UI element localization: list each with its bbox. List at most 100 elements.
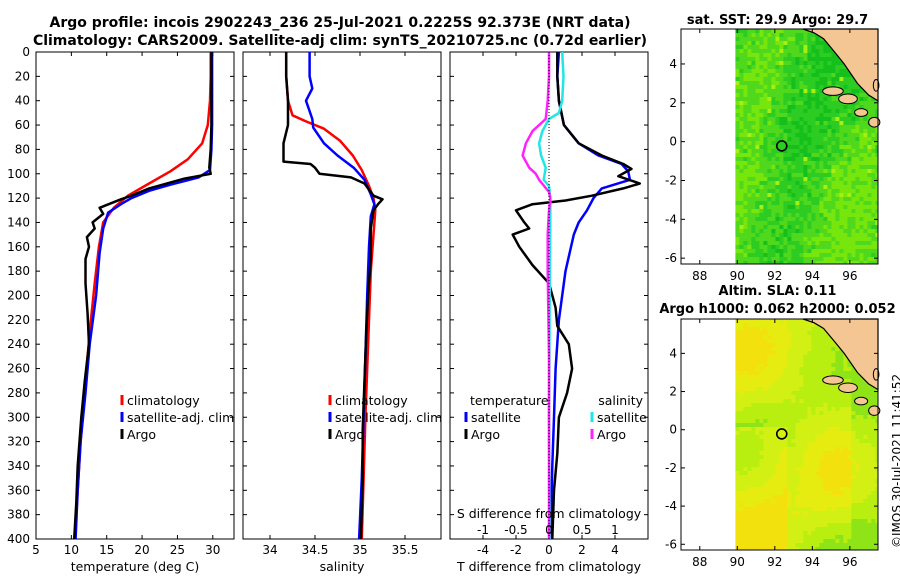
field-cell (867, 249, 872, 254)
field-cell (847, 145, 852, 150)
field-cell (795, 37, 800, 42)
field-cell (807, 439, 812, 444)
field-cell (823, 455, 828, 460)
field-cell (851, 403, 856, 408)
field-cell (875, 487, 879, 492)
field-cell (815, 217, 820, 222)
field-cell (739, 133, 744, 138)
field-cell (827, 97, 832, 102)
field-cell (875, 145, 879, 150)
field-cell (747, 435, 752, 440)
field-cell (875, 443, 879, 448)
field-cell (863, 395, 868, 400)
field-cell (751, 193, 756, 198)
field-cell (827, 221, 832, 226)
field-cell (835, 479, 840, 484)
field-cell (775, 539, 780, 544)
field-cell (779, 383, 784, 388)
field-cell (779, 387, 784, 392)
field-cell (863, 221, 868, 226)
field-cell (771, 253, 776, 258)
field-cell (783, 153, 788, 158)
field-cell (807, 205, 812, 210)
field-cell (863, 137, 868, 142)
field-cell (831, 69, 836, 74)
field-cell (827, 101, 832, 106)
field-cell (767, 455, 772, 460)
field-cell (847, 249, 852, 254)
field-cell (847, 459, 852, 464)
field-cell (855, 471, 860, 476)
field-cell (847, 487, 852, 492)
field-cell (807, 435, 812, 440)
field-cell (811, 93, 816, 98)
field-cell (823, 177, 828, 182)
field-cell (763, 181, 768, 186)
field-cell (783, 331, 788, 336)
field-cell (755, 33, 760, 38)
field-cell (791, 257, 796, 262)
field-cell (839, 427, 844, 432)
y-tick-label: 140 (7, 215, 30, 229)
field-cell (779, 443, 784, 448)
field-cell (763, 451, 768, 456)
field-cell (847, 153, 852, 158)
field-cell (763, 359, 768, 364)
field-cell (823, 483, 828, 488)
field-cell (835, 535, 840, 540)
field-cell (779, 519, 784, 524)
field-cell (795, 173, 800, 178)
field-cell (771, 383, 776, 388)
field-cell (771, 133, 776, 138)
field-cell (823, 133, 828, 138)
field-cell (803, 391, 808, 396)
field-cell (751, 415, 756, 420)
field-cell (851, 367, 856, 372)
field-cell (851, 499, 856, 504)
field-cell (791, 189, 796, 194)
field-cell (807, 327, 812, 332)
field-cell (815, 335, 820, 340)
field-cell (807, 45, 812, 50)
field-cell (735, 81, 740, 86)
field-cell (747, 443, 752, 448)
field-cell (791, 261, 796, 265)
field-cell (791, 81, 796, 86)
field-cell (867, 547, 872, 551)
field-cell (775, 41, 780, 46)
field-cell (827, 77, 832, 82)
field-cell (863, 471, 868, 476)
field-cell (783, 233, 788, 238)
field-cell (807, 33, 812, 38)
field-cell (799, 515, 804, 520)
field-cell (755, 319, 760, 324)
field-cell (855, 261, 860, 265)
field-cell (823, 77, 828, 82)
field-cell (735, 221, 740, 226)
field-cell (763, 209, 768, 214)
field-cell (775, 419, 780, 424)
field-cell (859, 467, 864, 472)
field-cell (779, 137, 784, 142)
field-cell (859, 451, 864, 456)
field-cell (795, 105, 800, 110)
field-cell (755, 523, 760, 528)
field-cell (859, 491, 864, 496)
field-cell (767, 45, 772, 50)
field-cell (823, 535, 828, 540)
field-cell (755, 37, 760, 42)
field-cell (763, 467, 768, 472)
field-cell (835, 431, 840, 436)
field-cell (811, 261, 816, 265)
field-cell (791, 217, 796, 222)
field-cell (751, 499, 756, 504)
field-cell (839, 189, 844, 194)
field-cell (855, 137, 860, 142)
field-cell (775, 113, 780, 118)
field-cell (871, 527, 876, 532)
field-cell (767, 49, 772, 54)
field-cell (863, 443, 868, 448)
field-cell (847, 391, 852, 396)
field-cell (763, 213, 768, 218)
field-cell (743, 161, 748, 166)
